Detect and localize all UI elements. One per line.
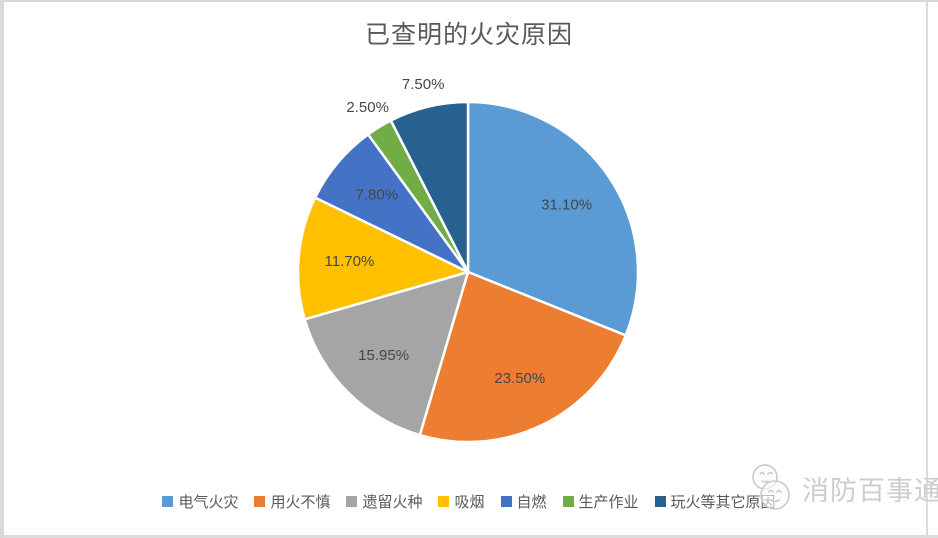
legend-item-3: 吸烟 bbox=[438, 491, 485, 512]
legend-label: 玩火等其它原因 bbox=[670, 494, 776, 511]
legend-swatch-icon bbox=[162, 496, 174, 507]
legend-label: 自燃 bbox=[516, 494, 547, 511]
slice-label-5: 2.50% bbox=[346, 99, 389, 116]
slice-label-4: 7.80% bbox=[356, 186, 399, 203]
legend-item-0: 电气火灾 bbox=[162, 491, 238, 512]
legend-label: 电气火灾 bbox=[178, 494, 239, 511]
pie-slice-2 bbox=[303, 270, 470, 437]
legend-label: 用火不慎 bbox=[270, 494, 331, 511]
slice-label-2: 15.95% bbox=[358, 347, 409, 364]
legend-item-2: 遗留火种 bbox=[346, 491, 422, 512]
legend-label: 吸烟 bbox=[454, 494, 485, 511]
legend-swatch-icon bbox=[438, 496, 450, 507]
slice-label-1: 23.50% bbox=[494, 370, 545, 387]
panel-border-left bbox=[0, 0, 4, 538]
legend-swatch-icon bbox=[254, 496, 266, 507]
pie-slice-6 bbox=[389, 100, 470, 274]
legend-swatch-icon bbox=[562, 496, 574, 507]
slice-label-6: 7.50% bbox=[402, 76, 445, 93]
legend-label: 生产作业 bbox=[578, 494, 639, 511]
legend-item-1: 用火不慎 bbox=[254, 491, 330, 512]
pie-slice-3 bbox=[296, 196, 470, 321]
legend-item-4: 自燃 bbox=[500, 491, 547, 512]
legend-swatch-icon bbox=[346, 496, 358, 507]
panel-border-right bbox=[926, 0, 928, 538]
pie-slice-1 bbox=[418, 270, 627, 444]
legend-item-5: 生产作业 bbox=[562, 491, 639, 512]
legend-swatch-icon bbox=[654, 496, 666, 507]
legend: 电气火灾 用火不慎 遗留火种 吸烟 自燃 生产作业 玩火等其它原因 bbox=[0, 491, 938, 512]
slice-label-3: 11.70% bbox=[325, 253, 375, 270]
pie-slice-0 bbox=[466, 100, 640, 337]
slice-label-0: 31.10% bbox=[541, 196, 592, 213]
legend-swatch-icon bbox=[500, 496, 512, 507]
legend-label: 遗留火种 bbox=[362, 494, 423, 511]
legend-item-6: 玩火等其它原因 bbox=[654, 491, 776, 512]
chart-title: 已查明的火灾原因 bbox=[364, 21, 573, 49]
